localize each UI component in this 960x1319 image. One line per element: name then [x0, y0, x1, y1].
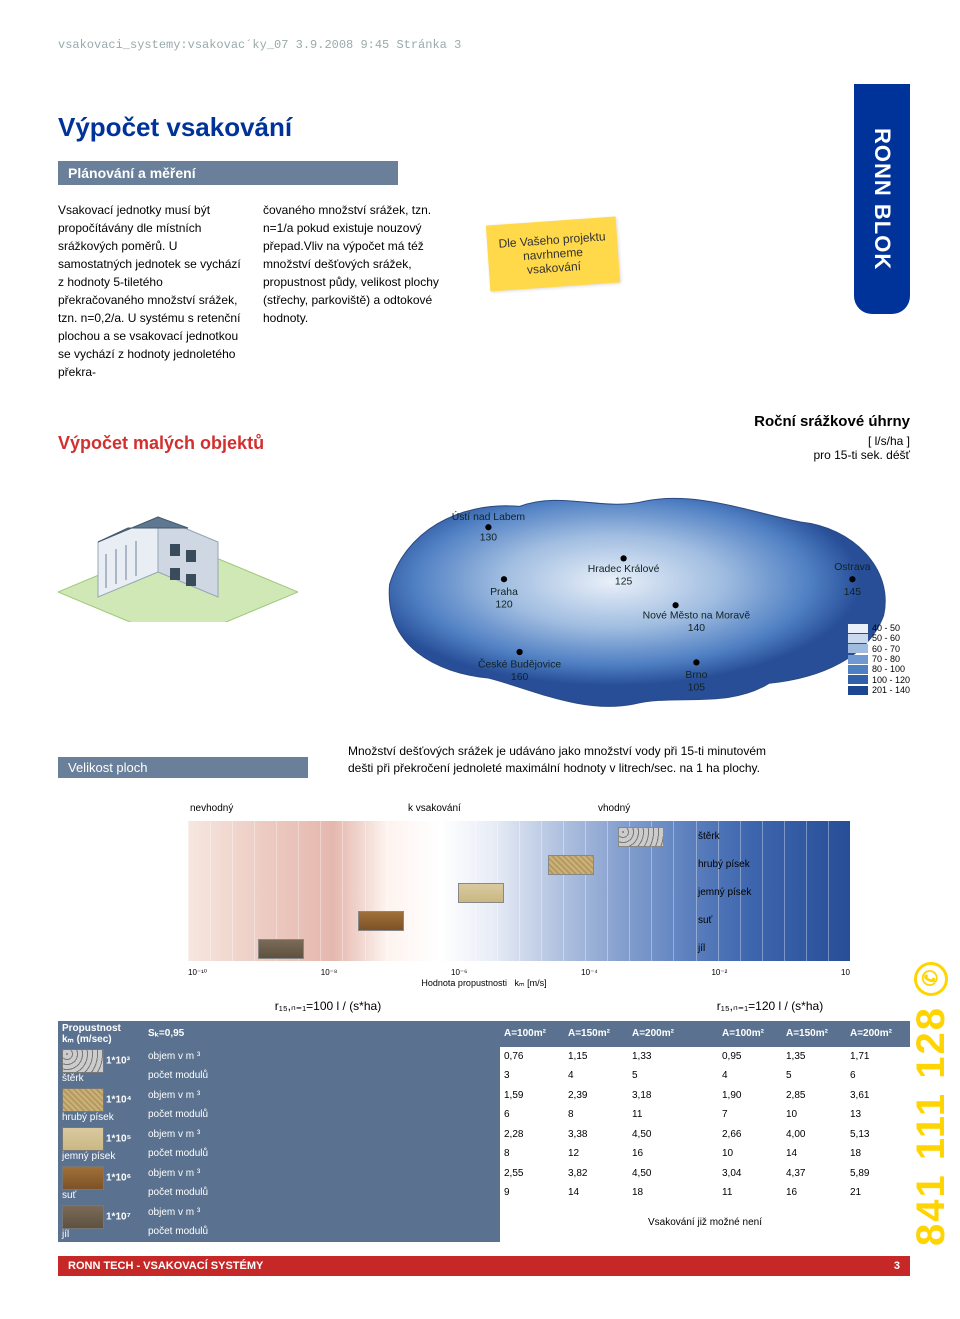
svg-text:140: 140: [688, 623, 706, 634]
map-cz: Ústí nad Labem 130 Praha120 Hradec Králov…: [358, 470, 910, 730]
heading-small-objects: Výpočet malých objektů: [58, 433, 358, 454]
svg-text:České Budějovice: České Budějovice: [478, 658, 561, 671]
formula-right: r₁₅,ₙ₌₁=120 l / (s*ha): [630, 999, 910, 1013]
map-legend: 40 - 5050 - 6060 - 7070 - 8080 - 100100 …: [848, 623, 910, 695]
section-bar-velikost: Velikost ploch: [58, 757, 308, 778]
rain-description: Množství dešťových srážek je udáváno jak…: [348, 743, 788, 777]
sticky-note: Dle Vašeho projektu navrhneme vsakování: [486, 217, 620, 292]
side-tab-ronn-blok: RONN BLOK: [854, 84, 910, 314]
calc-table: Propustnost kₘ (m/sec)Sₖ=0,95A=100m²A=15…: [58, 1021, 910, 1242]
map-subtitle: [ l/s/ha ] pro 15-ti sek. déšť: [358, 434, 910, 462]
phone-icon: ✆: [915, 962, 949, 996]
svg-text:125: 125: [615, 576, 633, 587]
svg-text:130: 130: [480, 533, 498, 544]
page-title: Výpočet vsakování: [58, 112, 618, 143]
section-bar-planning: Plánování a měření: [58, 161, 398, 185]
svg-text:Hradec Králové: Hradec Králové: [588, 564, 660, 575]
axis-label: kₘ [m/s]: [514, 978, 546, 988]
svg-text:120: 120: [495, 599, 513, 610]
svg-text:105: 105: [688, 682, 706, 693]
intro-col-2: čovaného množství srážek, tzn. n=1/a pok…: [263, 201, 452, 381]
svg-text:145: 145: [844, 587, 862, 598]
svg-text:Ostrava: Ostrava: [834, 562, 871, 573]
intro-col-1: Vsakovací jednotky musí být propočítáván…: [58, 201, 247, 381]
footer-text: RONN TECH - VSAKOVACÍ SYSTÉMY: [68, 1260, 263, 1272]
formula-left: r₁₅,ₙ₌₁=100 l / (s*ha): [188, 999, 468, 1013]
svg-text:Nové Město na Moravě: Nové Město na Moravě: [643, 611, 751, 622]
permeability-gradient: nevhodný k vsakování vhodný štěrkhrubý p…: [58, 803, 910, 993]
svg-text:Praha: Praha: [490, 587, 518, 598]
axis-label: Hodnota propustnosti: [421, 978, 507, 988]
grad-lbl-left: nevhodný: [190, 803, 233, 814]
svg-text:160: 160: [511, 672, 529, 683]
map-title: Roční srážkové úhrny: [358, 413, 910, 430]
pdf-meta-line: vsakovaci_systemy:vsakovac´ky_07 3.9.200…: [58, 38, 910, 52]
svg-text:Ústí nad Labem: Ústí nad Labem: [452, 510, 525, 523]
grad-lbl-mid: k vsakování: [408, 803, 461, 814]
page-number: 3: [894, 1260, 900, 1272]
building-illustration: [58, 482, 298, 622]
grad-lbl-right: vhodný: [598, 803, 630, 814]
svg-text:Brno: Brno: [685, 670, 707, 681]
footer: RONN TECH - VSAKOVACÍ SYSTÉMY 3: [58, 1256, 910, 1276]
phone-number: 841 111 128 ✆: [909, 962, 954, 1246]
